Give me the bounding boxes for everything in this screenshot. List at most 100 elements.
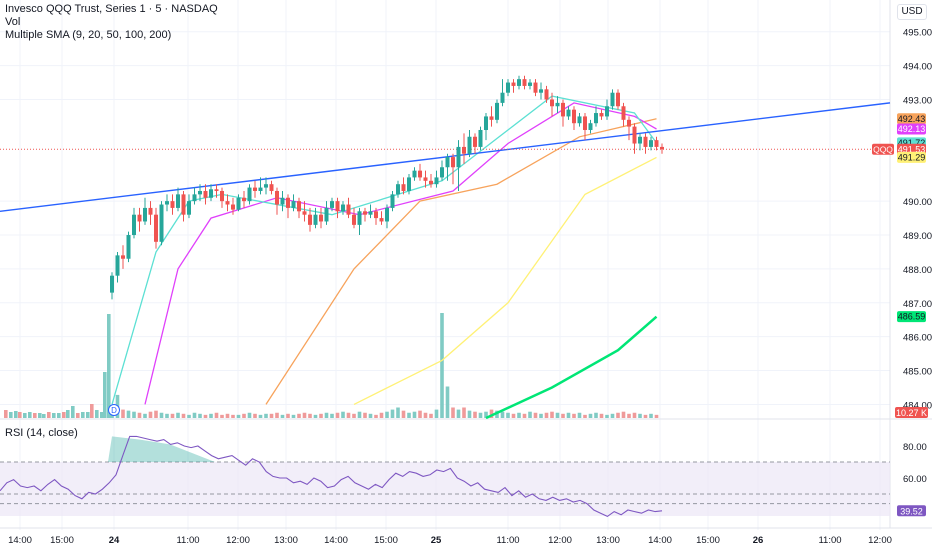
price-label-box (897, 113, 926, 125)
volume-bar (550, 411, 554, 418)
candle-body (198, 190, 202, 195)
symbol-title[interactable]: Invesco QQQ Trust, Series 1 · 5 · NASDAQ (5, 3, 218, 15)
volume-bar (616, 412, 620, 418)
volume-bar (42, 414, 46, 418)
volume-bar (522, 413, 527, 418)
rsi-band-fill (0, 462, 890, 516)
price-label-value: 491.72 (898, 138, 926, 148)
volume-bar (473, 411, 477, 418)
sma-legend[interactable]: Multiple SMA (9, 20, 50, 100, 200) (5, 29, 172, 41)
volume-bar (649, 413, 653, 418)
volume-bar (324, 412, 329, 418)
candle-body (517, 79, 521, 86)
volume-bar (335, 412, 340, 418)
candle-body (313, 214, 318, 225)
volume-bar (159, 412, 164, 418)
candle-body (154, 214, 158, 242)
volume-label-box (895, 407, 928, 418)
candle-body (291, 201, 296, 208)
volume-bar (588, 413, 593, 418)
candle-body (627, 119, 631, 127)
candle-body (649, 140, 653, 147)
rsi-tick-label: 80.00 (903, 442, 927, 453)
volume-bar (137, 412, 142, 418)
candle-body (423, 177, 428, 181)
candle-body (269, 184, 274, 191)
candle-body (220, 190, 224, 202)
candle-body (341, 204, 345, 212)
candle-body (456, 146, 461, 168)
volume-bar (330, 413, 334, 418)
currency-button[interactable]: USD (897, 4, 927, 20)
volume-bar (572, 413, 576, 418)
candle-body (203, 190, 208, 198)
candle-body (522, 79, 527, 86)
candle-body (143, 207, 147, 222)
candle-body (159, 204, 164, 242)
volume-bar (319, 413, 323, 418)
volume-bar (225, 413, 230, 418)
price-label-value: 491.29 (898, 152, 926, 162)
candle-body (368, 211, 373, 215)
candle-body (396, 184, 400, 195)
volume-bar (418, 410, 422, 418)
candle-body (132, 214, 136, 236)
volume-bar (429, 413, 433, 418)
candle-body (148, 207, 153, 215)
candle-body (583, 116, 587, 130)
volume-bar (148, 411, 153, 418)
candle-body (258, 187, 263, 191)
volume-bar (489, 409, 494, 418)
volume-bar (247, 412, 252, 418)
vol-legend[interactable]: Vol (5, 16, 21, 28)
trendline (0, 102, 891, 213)
candle-body (478, 129, 483, 147)
rsi-legend[interactable]: RSI (14, close) (5, 427, 78, 439)
candle-body (126, 235, 131, 259)
sma50-line (265, 118, 657, 405)
volume-bar (170, 413, 175, 418)
candle-body (621, 106, 626, 120)
price-label-box (897, 123, 926, 135)
volume-bar (121, 409, 125, 418)
candle-body (445, 157, 450, 168)
price-tick-label: 485.00 (903, 367, 932, 378)
volume-bar (214, 412, 219, 418)
price-label-box (897, 151, 926, 163)
volume-bar (352, 413, 356, 418)
candle-body (297, 201, 301, 212)
volume-bar (396, 407, 400, 418)
candle-body (451, 157, 455, 168)
time-tick-label: 15:00 (374, 535, 398, 546)
volume-bar (66, 410, 70, 418)
time-tick-label: 13:00 (274, 535, 298, 546)
volume-bar (451, 407, 455, 418)
volume-bar (434, 409, 439, 418)
volume-bar (627, 413, 631, 418)
candle-body (346, 204, 351, 215)
candle-body (280, 197, 285, 205)
price-tick-label: 488.00 (903, 265, 932, 276)
candle-body (605, 106, 609, 117)
candle-body (225, 201, 230, 205)
candle-body (440, 167, 444, 178)
candle-body (561, 102, 565, 117)
candle-body (555, 102, 560, 107)
candle-body (418, 170, 422, 178)
volume-bar (154, 410, 158, 418)
candle-body (181, 194, 186, 215)
volume-label: 10.27 K (896, 408, 927, 418)
volume-bar (264, 413, 268, 418)
candle-body (379, 218, 384, 222)
candle-body (429, 180, 433, 185)
candle-body (407, 177, 411, 191)
candle-body (511, 82, 516, 86)
volume-bar (90, 404, 94, 418)
candle-body (489, 116, 494, 120)
candle-body (401, 184, 406, 191)
time-tick-label: 13:00 (596, 535, 620, 546)
volume-bar (517, 412, 521, 418)
volume-bar (379, 412, 384, 418)
volume-bar (368, 413, 373, 418)
